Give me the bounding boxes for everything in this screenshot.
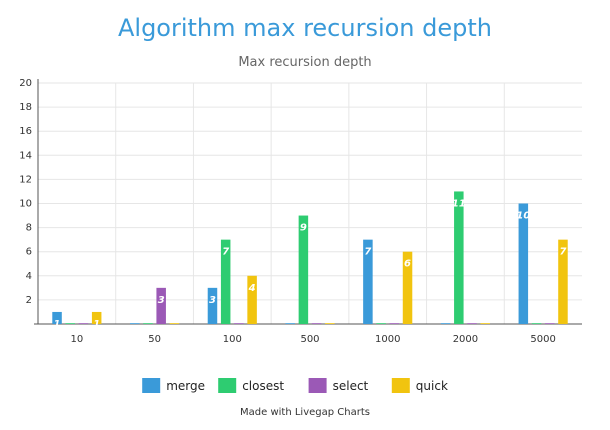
- grid: [38, 82, 582, 324]
- chart-subtitle: Max recursion depth: [238, 55, 371, 70]
- bar-merge: [518, 203, 529, 324]
- x-tick-label: 100: [223, 334, 242, 345]
- bar-quick: [247, 275, 257, 324]
- data-label-quick: 7: [559, 247, 566, 258]
- x-tick-label: 10: [70, 334, 83, 345]
- credit-text: Made with Livegap Charts: [240, 407, 370, 418]
- x-tick-label: 500: [300, 334, 319, 345]
- bar-select: [544, 323, 555, 324]
- data-label-quick: 6: [404, 259, 411, 270]
- data-label-quick: 1: [93, 319, 100, 330]
- data-label-closest: 7: [222, 247, 229, 258]
- bar-closest: [454, 191, 464, 324]
- chart-title: Algorithm max recursion depth: [118, 14, 492, 42]
- data-label-closest: 9: [300, 223, 307, 234]
- y-tick-label: 8: [26, 223, 32, 234]
- bar-merge: [285, 323, 295, 324]
- bar-merge: [207, 287, 218, 324]
- x-tick-label: 2000: [453, 334, 478, 345]
- bar-closest: [65, 323, 76, 324]
- data-label-select: 3: [158, 295, 165, 306]
- bar-merge: [52, 311, 62, 324]
- y-tick-label: 2: [26, 295, 32, 306]
- y-tick-label: 14: [19, 150, 32, 161]
- x-tick-label: 1000: [375, 334, 400, 345]
- data-label-merge: 10: [516, 211, 530, 222]
- bar-quick: [325, 323, 335, 324]
- bar-select: [389, 323, 400, 324]
- bar-select: [156, 287, 166, 324]
- y-tick-label: 10: [19, 199, 32, 210]
- data-label-quick: 4: [248, 283, 256, 294]
- data-label-merge: 3: [209, 295, 216, 306]
- legend-label-closest: closest: [242, 379, 284, 393]
- y-tick-label: 6: [26, 247, 32, 258]
- bar-merge: [129, 323, 140, 324]
- legend: merge closest select quick: [142, 378, 448, 393]
- bar-quick: [169, 323, 180, 324]
- bar-select: [311, 323, 322, 324]
- bar-merge: [363, 239, 373, 324]
- y-tick-label: 4: [26, 271, 32, 282]
- bar-closest: [376, 323, 386, 324]
- bar-select: [467, 323, 477, 324]
- legend-swatch-select: [308, 378, 327, 393]
- data-labels: 1 3 7 10 7 9 11 3 1 4 6 7: [54, 198, 567, 330]
- bar-closest: [298, 215, 309, 324]
- bar-merge: [440, 323, 451, 324]
- bar-select: [234, 323, 244, 324]
- data-label-merge: 7: [364, 247, 371, 258]
- legend-swatch-closest: [218, 378, 237, 393]
- bars: [52, 191, 568, 324]
- bar-quick: [91, 311, 102, 324]
- bar-quick: [558, 239, 568, 324]
- legend-swatch-merge: [142, 378, 161, 393]
- bar-closest: [220, 239, 231, 324]
- legend-label-quick: quick: [416, 379, 448, 393]
- y-tick-label: 18: [19, 102, 32, 113]
- data-label-merge: 1: [54, 319, 61, 330]
- y-tick-label: 16: [19, 126, 32, 137]
- y-tick-label: 12: [19, 174, 32, 185]
- x-tick-label: 50: [148, 334, 161, 345]
- legend-label-merge: merge: [166, 379, 205, 393]
- bar-closest: [143, 323, 153, 324]
- legend-label-select: select: [333, 379, 369, 393]
- y-tick-label: 20: [19, 78, 32, 89]
- x-tick-label: 5000: [530, 334, 555, 345]
- data-label-closest: 11: [452, 198, 466, 209]
- bar-quick: [402, 251, 413, 324]
- bar-quick: [480, 323, 491, 324]
- legend-swatch-quick: [391, 378, 410, 393]
- bar-select: [78, 323, 89, 324]
- bar-closest: [531, 323, 542, 324]
